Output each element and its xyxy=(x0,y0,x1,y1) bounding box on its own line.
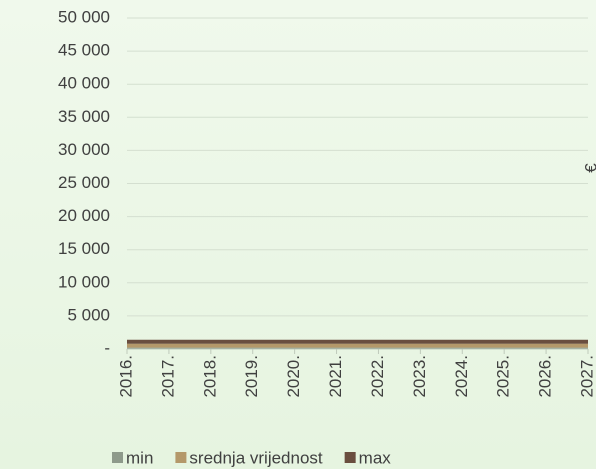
x-tick-label: 2019. xyxy=(242,355,261,398)
x-tick-label: 2018. xyxy=(200,355,219,398)
area xyxy=(127,343,588,348)
y-tick-label: 30 000 xyxy=(58,140,110,159)
legend-swatch xyxy=(344,452,356,463)
y-tick-label: 10 000 xyxy=(58,272,110,291)
y-tick-label: 50 000 xyxy=(58,7,110,26)
x-tick-label: 2025. xyxy=(494,355,513,398)
y-tick-label: - xyxy=(104,338,110,357)
x-tick-label: 2026. xyxy=(536,355,555,398)
x-tick-label: 2017. xyxy=(158,355,177,398)
legend-label: min xyxy=(126,448,153,467)
y-tick-label: 45 000 xyxy=(58,41,110,60)
y-tick-label: 35 000 xyxy=(58,107,110,126)
y-tick-label: 15 000 xyxy=(58,239,110,258)
x-tick-label: 2016. xyxy=(116,355,135,398)
x-tick-label: 2021. xyxy=(326,355,345,398)
y-tick-label: 25 000 xyxy=(58,173,110,192)
legend-swatch xyxy=(112,452,123,463)
x-tick-label: 2020. xyxy=(284,355,303,398)
area xyxy=(127,339,588,344)
legend-label: srednja vrijednost xyxy=(189,448,323,467)
axis-title: € xyxy=(581,163,596,173)
legend-swatch xyxy=(175,452,187,463)
x-tick-label: 2027. xyxy=(577,355,596,398)
y-tick-label: 5 000 xyxy=(67,305,110,324)
legend-label: max xyxy=(359,448,392,467)
x-tick-label: 2024. xyxy=(452,355,471,398)
x-tick-label: 2022. xyxy=(368,355,387,398)
x-tick-label: 2023. xyxy=(410,355,429,398)
y-tick-label: 20 000 xyxy=(58,206,110,225)
y-tick-label: 40 000 xyxy=(58,74,110,93)
